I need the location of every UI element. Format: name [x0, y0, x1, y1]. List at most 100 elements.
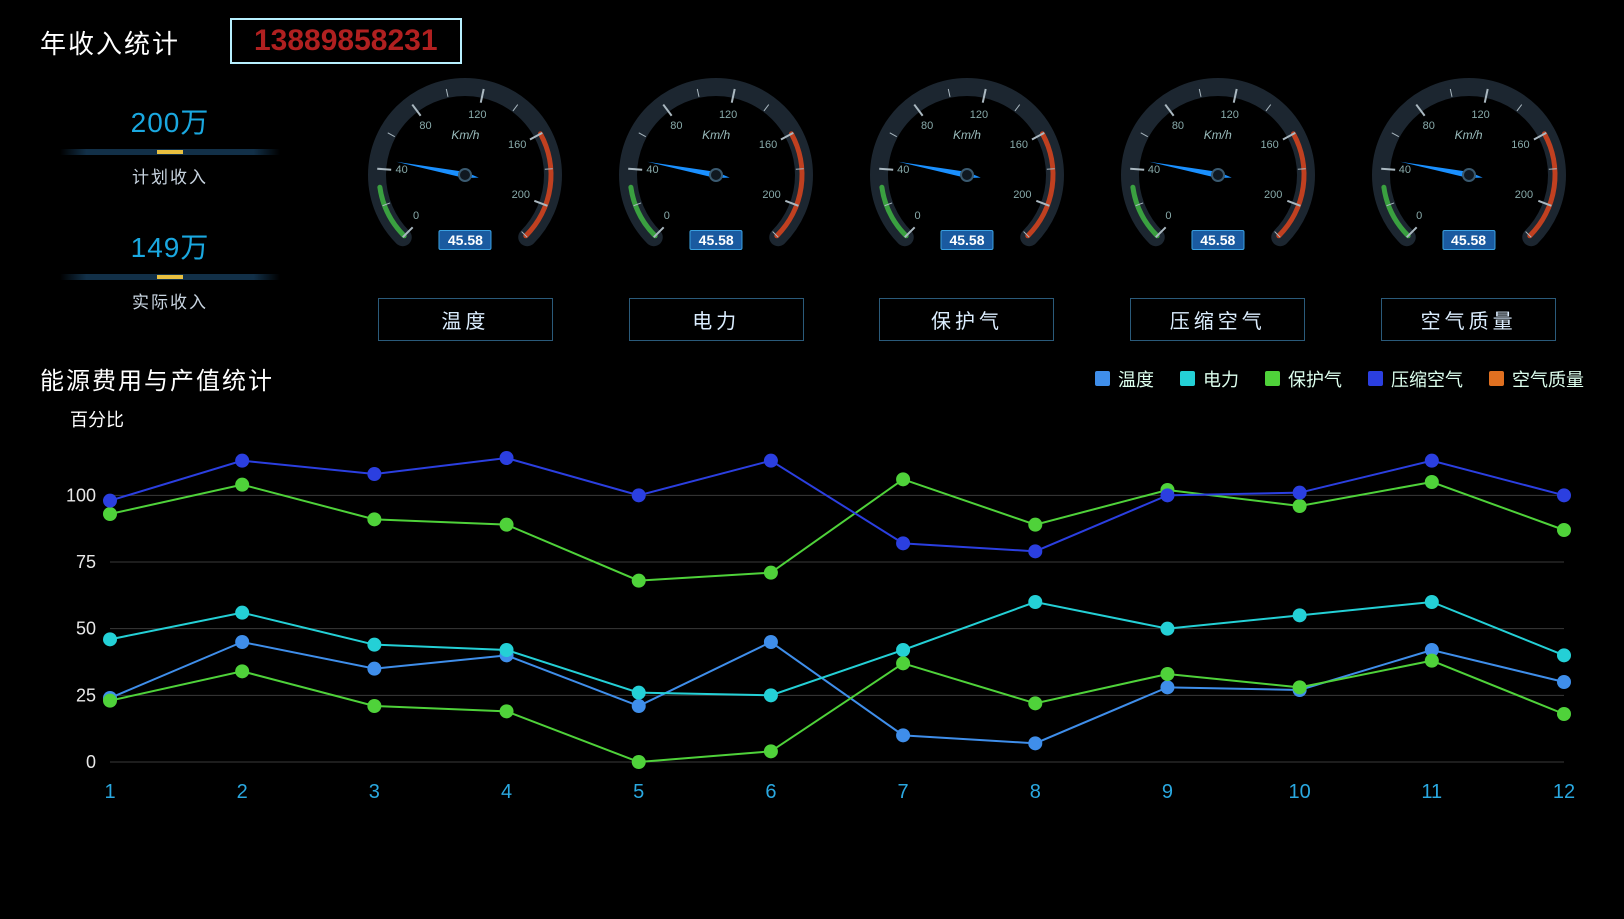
series-point — [764, 688, 778, 702]
series-point — [235, 454, 249, 468]
series-point — [1425, 454, 1439, 468]
gauge-label: 压缩空气 — [1130, 298, 1305, 341]
y-tick-label: 25 — [76, 685, 96, 705]
series-point — [896, 536, 910, 550]
series-point — [1028, 595, 1042, 609]
series-point — [764, 744, 778, 758]
gauge-4: Km/h45.5804080120160200空气质量 — [1354, 70, 1584, 351]
series-point — [367, 699, 381, 713]
gauge-tick-label: 40 — [1399, 164, 1411, 176]
x-tick-label: 7 — [898, 781, 909, 803]
legend-item: 空气质量 — [1489, 366, 1584, 392]
legend-swatch — [1265, 371, 1280, 386]
actual-income-label: 实际收入 — [40, 288, 300, 313]
legend-item: 压缩空气 — [1368, 366, 1463, 392]
gauge-unit: Km/h — [611, 128, 821, 142]
series-point — [1425, 475, 1439, 489]
gauge-tick-label: 120 — [1221, 109, 1239, 121]
gauge-tick-label: 120 — [719, 109, 737, 121]
series-line — [110, 458, 1564, 551]
gauge-tick-label: 120 — [468, 109, 486, 121]
series-point — [1293, 680, 1307, 694]
gauge-tick-label: 0 — [1165, 210, 1171, 222]
series-line — [110, 479, 1564, 580]
gauge-tick-label: 0 — [915, 210, 921, 222]
series-point — [1293, 486, 1307, 500]
legend-swatch — [1180, 371, 1195, 386]
divider — [60, 274, 280, 280]
series-point — [1160, 488, 1174, 502]
series-point — [632, 488, 646, 502]
series-point — [896, 643, 910, 657]
x-tick-label: 1 — [104, 781, 115, 803]
annual-income-title: 年收入统计 — [40, 24, 180, 61]
legend-label: 压缩空气 — [1391, 366, 1463, 392]
x-tick-label: 9 — [1162, 781, 1173, 803]
legend-label: 保护气 — [1288, 366, 1342, 392]
series-point — [1557, 648, 1571, 662]
gauge-tick-label: 0 — [664, 210, 670, 222]
series-point — [764, 566, 778, 580]
y-axis-title: 百分比 — [70, 406, 1584, 432]
gauge-tick-label: 80 — [1423, 120, 1435, 132]
series-line — [110, 642, 1564, 743]
gauge-tick-label: 80 — [1172, 120, 1184, 132]
gauge-tick-label: 200 — [762, 189, 780, 201]
gauge-tick-label: 200 — [1013, 189, 1031, 201]
gauge-label: 温度 — [378, 298, 553, 341]
legend-swatch — [1368, 371, 1383, 386]
gauge-tick-label: 200 — [1515, 189, 1533, 201]
gauge-tick-label: 200 — [512, 189, 530, 201]
series-point — [1293, 608, 1307, 622]
series-point — [1293, 499, 1307, 513]
x-tick-label: 2 — [237, 781, 248, 803]
gauge-tick-label: 80 — [419, 120, 431, 132]
gauge-tick-label: 40 — [897, 164, 909, 176]
gauge-unit: Km/h — [1364, 128, 1574, 142]
y-tick-label: 0 — [86, 752, 96, 772]
x-tick-label: 11 — [1421, 781, 1442, 803]
gauge-value: 45.58 — [1442, 230, 1495, 250]
series-point — [367, 467, 381, 481]
x-tick-label: 10 — [1289, 781, 1311, 803]
series-point — [632, 686, 646, 700]
series-point — [896, 472, 910, 486]
series-point — [1028, 736, 1042, 750]
series-point — [1557, 675, 1571, 689]
gauge-label: 保护气 — [879, 298, 1054, 341]
series-point — [235, 664, 249, 678]
gauge-tick-label: 80 — [670, 120, 682, 132]
x-tick-label: 4 — [501, 781, 512, 803]
series-point — [896, 656, 910, 670]
gauge-tick-label: 120 — [970, 109, 988, 121]
series-point — [1028, 518, 1042, 532]
gauge-value: 45.58 — [940, 230, 993, 250]
x-tick-label: 8 — [1030, 781, 1041, 803]
gauge-2: Km/h45.5804080120160200保护气 — [852, 70, 1082, 351]
series-point — [632, 574, 646, 588]
planned-income-block: 200万 计划收入 — [40, 101, 300, 188]
x-tick-label: 12 — [1553, 781, 1575, 803]
series-point — [235, 635, 249, 649]
series-point — [500, 451, 514, 465]
gauge-tick-label: 40 — [1148, 164, 1160, 176]
y-tick-label: 50 — [76, 619, 96, 639]
series-point — [367, 662, 381, 676]
legend-swatch — [1095, 371, 1110, 386]
series-point — [1160, 622, 1174, 636]
actual-income-block: 149万 实际收入 — [40, 226, 300, 313]
gauge-tick-label: 0 — [413, 210, 419, 222]
planned-income-value: 200万 — [40, 101, 300, 141]
series-point — [1557, 488, 1571, 502]
gauge-tick-label: 160 — [1010, 139, 1028, 151]
legend-label: 温度 — [1118, 366, 1154, 392]
series-point — [896, 728, 910, 742]
series-point — [103, 494, 117, 508]
series-point — [1557, 707, 1571, 721]
gauge-tick-label: 160 — [1511, 139, 1529, 151]
gauge-unit: Km/h — [1113, 128, 1323, 142]
series-point — [103, 632, 117, 646]
gauge-tick-label: 120 — [1471, 109, 1489, 121]
gauge-tick-label: 160 — [508, 139, 526, 151]
gauge-unit: Km/h — [862, 128, 1072, 142]
